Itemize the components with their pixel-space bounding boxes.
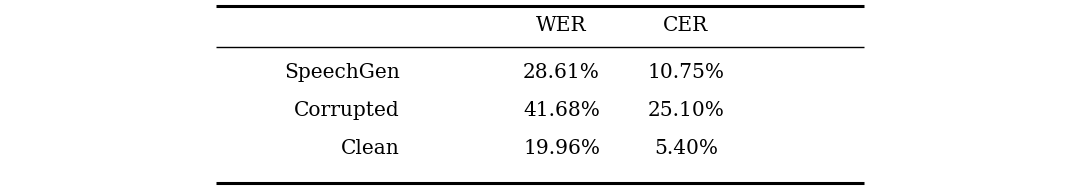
- Text: WER: WER: [537, 16, 586, 35]
- Text: 19.96%: 19.96%: [523, 139, 600, 158]
- Text: 25.10%: 25.10%: [647, 101, 725, 120]
- Text: 5.40%: 5.40%: [653, 139, 718, 158]
- Text: 41.68%: 41.68%: [523, 101, 600, 120]
- Text: 28.61%: 28.61%: [523, 63, 600, 82]
- Text: Clean: Clean: [341, 139, 400, 158]
- Text: SpeechGen: SpeechGen: [284, 63, 400, 82]
- Text: CER: CER: [663, 16, 708, 35]
- Text: Corrupted: Corrupted: [294, 101, 400, 120]
- Text: 10.75%: 10.75%: [647, 63, 725, 82]
